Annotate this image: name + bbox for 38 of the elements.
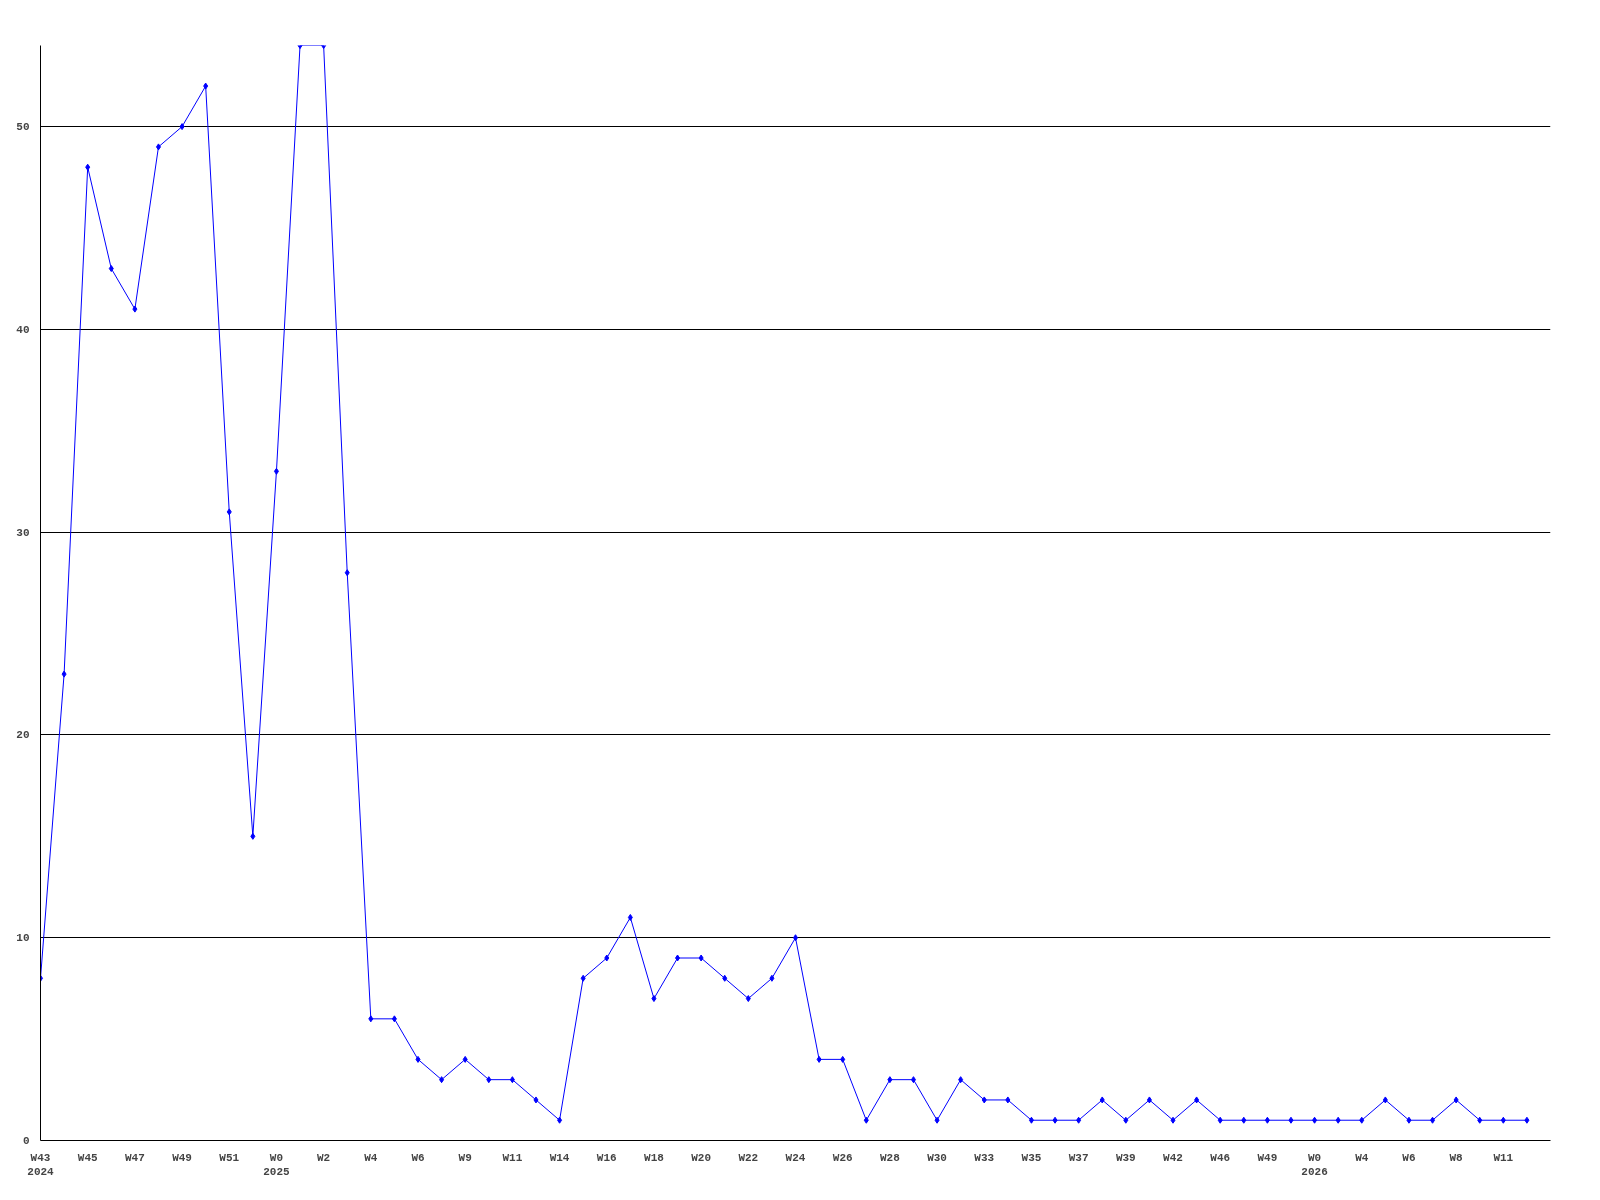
x-tick-label: W35 (1021, 1151, 1042, 1164)
x-tick-label: W30 (927, 1151, 947, 1164)
x-tick-label: W6 (1402, 1151, 1416, 1164)
x-tick-label: W43 2024 (27, 1151, 55, 1178)
x-tick-label: W49 (172, 1151, 192, 1164)
x-tick-label: W9 (458, 1151, 472, 1164)
x-tick-label: W39 (1115, 1151, 1136, 1164)
y-tick-label: 20 (16, 729, 30, 742)
x-tick-label: W11 (502, 1151, 523, 1164)
x-tick-label: W16 (596, 1151, 617, 1164)
x-tick-label: W4 (1355, 1151, 1369, 1164)
x-tick-label: W24 (785, 1151, 806, 1164)
x-tick-label: W47 (124, 1151, 145, 1164)
x-tick-label: W37 (1068, 1151, 1089, 1164)
x-tick-label: W4 (364, 1151, 378, 1164)
x-tick-label: W49 (1257, 1151, 1278, 1164)
x-tick-label: W18 (644, 1151, 665, 1164)
x-tick-label: W42 (1163, 1151, 1183, 1164)
x-tick-label: W14 (549, 1151, 570, 1164)
y-tick-label: 10 (16, 932, 30, 945)
y-tick-label: 30 (16, 526, 30, 539)
x-tick-label: W2 (317, 1151, 331, 1164)
x-tick-label: W51 (219, 1151, 240, 1164)
x-tick-label: W46 (1210, 1151, 1231, 1164)
x-tick-label: W8 (1449, 1151, 1464, 1164)
x-tick-label: W22 (738, 1151, 759, 1164)
x-tick-label: W20 (691, 1151, 712, 1164)
x-tick-label: W0 2026 (1301, 1151, 1328, 1178)
x-tick-label: W45 (77, 1151, 98, 1164)
y-tick-label: 40 (16, 323, 30, 336)
x-tick-label: W26 (832, 1151, 853, 1164)
x-tick-label: W33 (974, 1151, 995, 1164)
y-tick-label: 50 (16, 121, 30, 134)
y-tick-label: 0 (22, 1135, 30, 1147)
x-tick-label: W28 (879, 1151, 901, 1164)
x-tick-label: W0 2025 (263, 1151, 291, 1178)
x-tick-label: W11 (1493, 1151, 1514, 1164)
x-tick-label: W6 (411, 1151, 425, 1164)
